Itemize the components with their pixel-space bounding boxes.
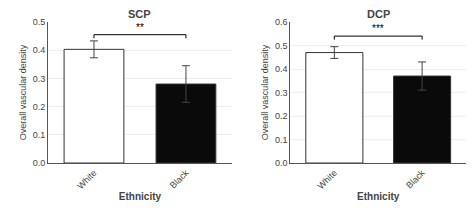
svg-text:0.0: 0.0 xyxy=(275,158,288,168)
svg-text:0.6: 0.6 xyxy=(275,17,288,27)
svg-text:0.4: 0.4 xyxy=(275,64,288,74)
svg-text:Overall vascular density: Overall vascular density xyxy=(260,44,270,140)
svg-text:Ethnicity: Ethnicity xyxy=(357,191,400,202)
svg-text:0.3: 0.3 xyxy=(33,74,46,84)
svg-text:DCP: DCP xyxy=(367,8,390,20)
svg-text:0.0: 0.0 xyxy=(33,158,46,168)
svg-text:White: White xyxy=(75,168,98,191)
svg-text:0.4: 0.4 xyxy=(33,45,46,55)
svg-text:0.2: 0.2 xyxy=(275,111,288,121)
svg-text:**: ** xyxy=(136,22,144,33)
svg-text:Ethnicity: Ethnicity xyxy=(119,191,162,202)
svg-text:0.5: 0.5 xyxy=(275,41,288,51)
svg-text:Overall vascular density: Overall vascular density xyxy=(18,44,28,140)
svg-text:SCP: SCP xyxy=(128,8,151,20)
svg-text:0.5: 0.5 xyxy=(33,17,46,27)
svg-text:White: White xyxy=(316,168,339,191)
svg-text:0.1: 0.1 xyxy=(275,135,288,145)
svg-text:0.1: 0.1 xyxy=(33,130,46,140)
svg-text:0.3: 0.3 xyxy=(275,88,288,98)
svg-text:***: *** xyxy=(372,23,384,34)
svg-text:Black: Black xyxy=(404,167,427,190)
svg-text:Black: Black xyxy=(168,167,191,190)
svg-text:0.2: 0.2 xyxy=(33,102,46,112)
